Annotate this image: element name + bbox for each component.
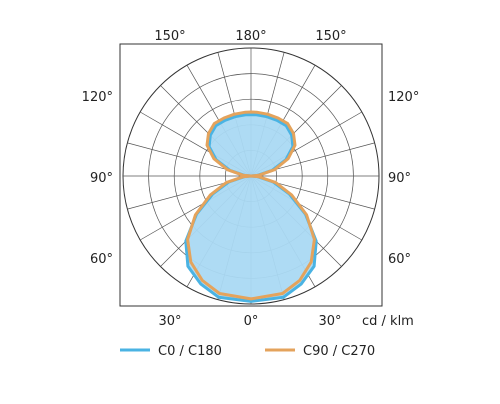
legend-label: C0 / C180 bbox=[158, 344, 222, 359]
angle-label-bottom-left: 30° bbox=[158, 314, 181, 329]
angle-label-right: 120° bbox=[388, 90, 419, 105]
series-curve-c0-c180 bbox=[184, 113, 318, 303]
angle-label-bottom-right: 30° bbox=[318, 314, 341, 329]
plot-frame bbox=[119, 43, 383, 307]
unit-label: cd / klm bbox=[362, 314, 414, 329]
legend: C0 / C180 C90 / C270 bbox=[120, 344, 375, 359]
angle-label-top: 180° bbox=[235, 29, 266, 44]
series-layer bbox=[184, 110, 318, 303]
angle-label-left: 120° bbox=[82, 90, 113, 105]
angle-label-right: 60° bbox=[388, 252, 411, 267]
legend-label: C90 / C270 bbox=[303, 344, 375, 359]
angle-label-top-right: 150° bbox=[315, 29, 346, 44]
series-curve-c90-c270 bbox=[186, 110, 316, 301]
angle-labels: 150° 180° 150° 120° 120° 90° 90° 60° 60° 30° 0° 30° bbox=[82, 29, 420, 329]
angle-label-top-left: 150° bbox=[154, 29, 185, 44]
angle-label-bottom: 0° bbox=[244, 314, 259, 329]
angle-label-left: 60° bbox=[90, 252, 113, 267]
angle-label-left: 90° bbox=[90, 171, 113, 186]
angle-label-right: 90° bbox=[388, 171, 411, 186]
